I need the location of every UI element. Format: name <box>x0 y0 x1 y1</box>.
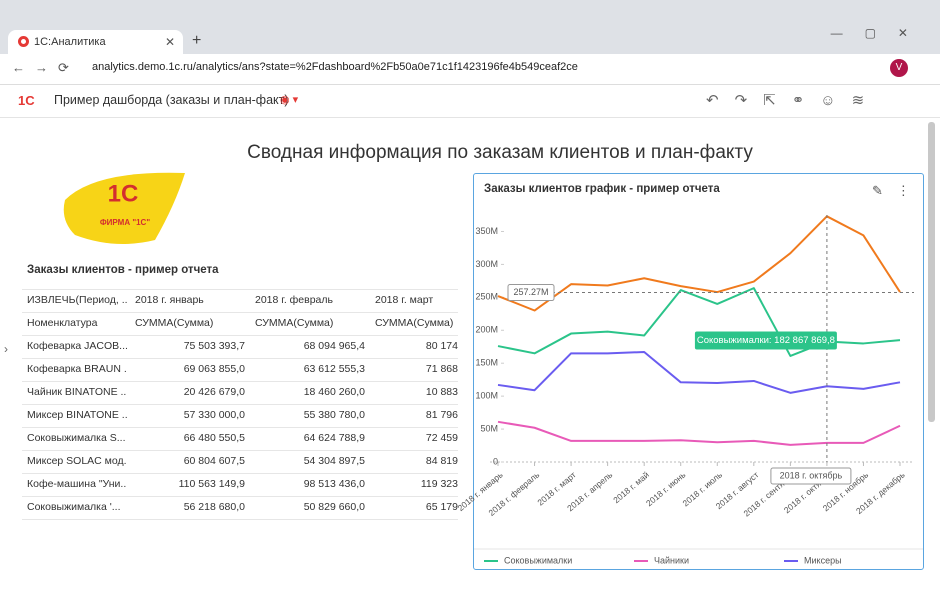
table-cell: 75 503 393,7 <box>183 340 245 352</box>
visibility-icon[interactable]: ◉ ▾ <box>280 94 299 106</box>
header-cell: СУММА(Сумма) <box>375 317 454 329</box>
table-cell: 110 563 149,9 <box>178 478 245 490</box>
chart-panel <box>473 173 924 570</box>
table-cell: Кофе-машина "Уни... <box>27 478 127 490</box>
table-cell: Чайник BINATONE ... <box>27 386 127 398</box>
row-divider <box>22 312 458 313</box>
tab-icon <box>18 36 29 47</box>
header-cell: 2018 г. февраль <box>255 294 333 306</box>
table-cell: 69 063 855,0 <box>183 363 245 375</box>
table-cell: 10 883 <box>425 386 458 398</box>
logo-caption: ФИРМА "1С" <box>100 218 150 227</box>
tab-close[interactable]: ✕ <box>164 35 175 49</box>
table-cell: 98 513 436,0 <box>303 478 365 490</box>
table-cell: 55 380 780,0 <box>303 409 365 421</box>
table-cell: 81 796 <box>425 409 458 421</box>
expand-arrow[interactable]: › <box>4 342 8 356</box>
header-cell: ИЗВЛЕЧЬ(Период, ... <box>27 294 127 306</box>
row-divider <box>22 496 458 497</box>
row-divider <box>22 358 458 359</box>
app-logo[interactable]: 1С <box>18 93 35 108</box>
table-cell: 66 480 550,5 <box>183 432 245 444</box>
table-cell: 63 612 555,3 <box>303 363 365 375</box>
header-cell: 2018 г. март <box>375 294 434 306</box>
row-divider <box>22 404 458 405</box>
table-cell: 60 804 607,5 <box>183 455 245 467</box>
table-cell: 119 323 <box>420 478 458 490</box>
dashboard-title: Сводная информация по заказам клиентов и… <box>247 142 753 163</box>
address-bar: ←→⟳ analytics.demo.1c.ru/analytics/ans?s… <box>0 54 940 85</box>
row-divider <box>22 519 458 520</box>
chart-title: Заказы клиентов график - пример отчета <box>484 183 720 195</box>
row-divider <box>22 381 458 382</box>
row-divider <box>22 473 458 474</box>
table-cell: 57 330 000,0 <box>183 409 245 421</box>
browser-tab[interactable]: 1С:Аналитика ✕ <box>8 30 183 54</box>
table-cell: Соковыжималка '... <box>27 501 121 513</box>
header-cell: СУММА(Сумма) <box>255 317 334 329</box>
table-cell: Соковыжималка S... <box>27 432 126 444</box>
row-divider <box>22 335 458 336</box>
table-cell: 68 094 965,4 <box>303 340 365 352</box>
toolbar[interactable]: ↶↷⇱⚭☺≋ <box>706 92 881 109</box>
window-controls[interactable]: —▢✕ <box>830 26 930 40</box>
tab-title: 1С:Аналитика <box>34 36 106 48</box>
row-divider <box>22 289 458 290</box>
row-divider <box>22 427 458 428</box>
panel-tools[interactable]: ✎⋮ <box>872 183 924 198</box>
scrollbar[interactable] <box>928 122 935 422</box>
row-divider <box>22 450 458 451</box>
table-cell: 64 624 788,9 <box>303 432 365 444</box>
avatar[interactable]: V <box>890 59 908 77</box>
table-cell: 54 304 897,5 <box>303 455 365 467</box>
logo: 1С ФИРМА "1С" <box>63 172 185 244</box>
table-cell: Миксер BINATONE ... <box>27 409 127 421</box>
table-cell: 65 179 <box>425 501 458 513</box>
logo-splash <box>63 172 185 244</box>
app-title: Пример дашборда (заказы и план-факт) <box>54 93 289 107</box>
table-cell: 84 819 <box>425 455 458 467</box>
nav-buttons[interactable]: ←→⟳ <box>12 60 79 75</box>
table-cell: 56 218 680,0 <box>183 501 245 513</box>
table-cell: Кофеварка JACOB... <box>27 340 127 352</box>
table-title: Заказы клиентов - пример отчета <box>27 264 219 276</box>
table-cell: 20 426 679,0 <box>183 386 245 398</box>
table-cell: 72 459 <box>425 432 458 444</box>
header-cell: Номенклатура <box>27 317 98 329</box>
table-cell: 71 868 <box>425 363 458 375</box>
app-bar: 1С Пример дашборда (заказы и план-факт) … <box>0 85 940 118</box>
url[interactable]: analytics.demo.1c.ru/analytics/ans?state… <box>92 61 578 73</box>
table-cell: 18 460 260,0 <box>303 386 365 398</box>
logo-mark: 1С <box>108 180 139 207</box>
table-cell: Миксер SOLAC мод... <box>27 455 127 467</box>
table-cell: Кофеварка BRAUN ... <box>27 363 127 375</box>
tab-bar: 1С:Аналитика ✕ + —▢✕ <box>0 0 940 54</box>
new-tab-button[interactable]: + <box>192 32 202 49</box>
header-cell: 2018 г. январь <box>135 294 204 306</box>
table-cell: 80 174 <box>425 340 458 352</box>
header-cell: СУММА(Сумма) <box>135 317 214 329</box>
table-cell: 50 829 660,0 <box>303 501 365 513</box>
